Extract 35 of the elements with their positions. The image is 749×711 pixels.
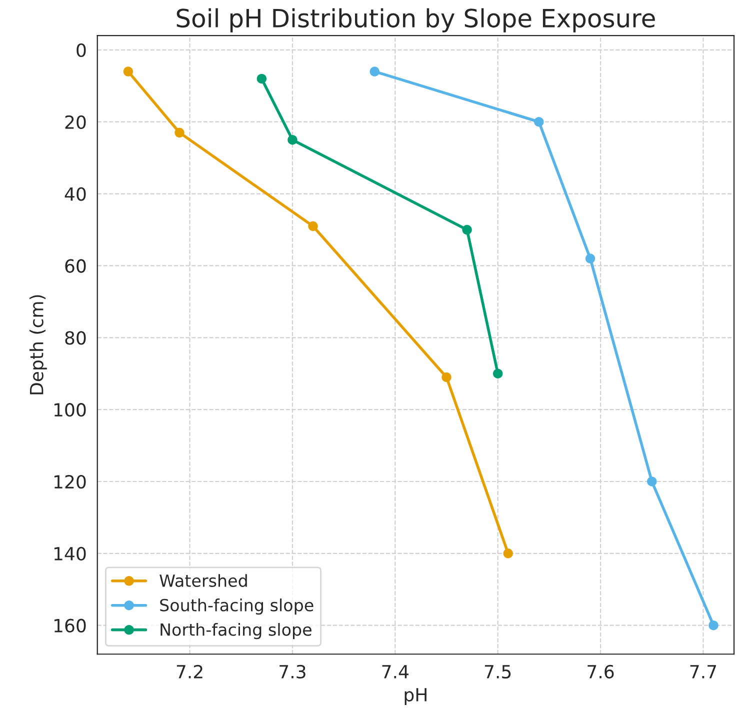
- y-tick-label: 80: [65, 331, 86, 345]
- y-tick-label: 140: [54, 546, 86, 561]
- point: [585, 254, 596, 264]
- y-tick-label: 20: [65, 115, 86, 129]
- point: [123, 66, 134, 76]
- point: [708, 620, 718, 630]
- point: [462, 224, 472, 235]
- y-tick-label: 60: [65, 259, 86, 273]
- point: [492, 368, 503, 378]
- x-tick-label: 7.4: [382, 665, 409, 678]
- y-tick-label: 120: [54, 474, 86, 489]
- y-axis-title: Depth (cm): [29, 295, 47, 394]
- point: [534, 117, 544, 127]
- point: [256, 74, 267, 84]
- point: [647, 476, 657, 486]
- legend-label: Watershed: [160, 574, 247, 587]
- y-tick-label: 40: [64, 187, 86, 201]
- legend-label: North-facing slope: [160, 622, 312, 640]
- chart-title: Soil pH Distribution by Slope Exposure: [176, 8, 655, 32]
- x-tick-label: 7.6: [588, 664, 614, 679]
- point: [442, 372, 452, 382]
- y-tick-label: 0: [76, 43, 86, 58]
- point: [308, 221, 318, 232]
- x-tick-label: 7.2: [176, 664, 202, 678]
- x-tick-label: 7.3: [280, 664, 306, 679]
- x-axis-title: pH: [404, 688, 426, 706]
- point: [288, 134, 298, 145]
- x-tick-label: 7.5: [484, 665, 511, 679]
- y-tick-label: 160: [54, 618, 86, 632]
- point: [370, 66, 380, 76]
- y-tick-label: 100: [54, 403, 86, 417]
- x-tick-label: 7.7: [690, 665, 716, 678]
- legend-label: South-facing slope: [160, 598, 314, 615]
- point: [174, 128, 184, 138]
- point: [503, 548, 513, 558]
